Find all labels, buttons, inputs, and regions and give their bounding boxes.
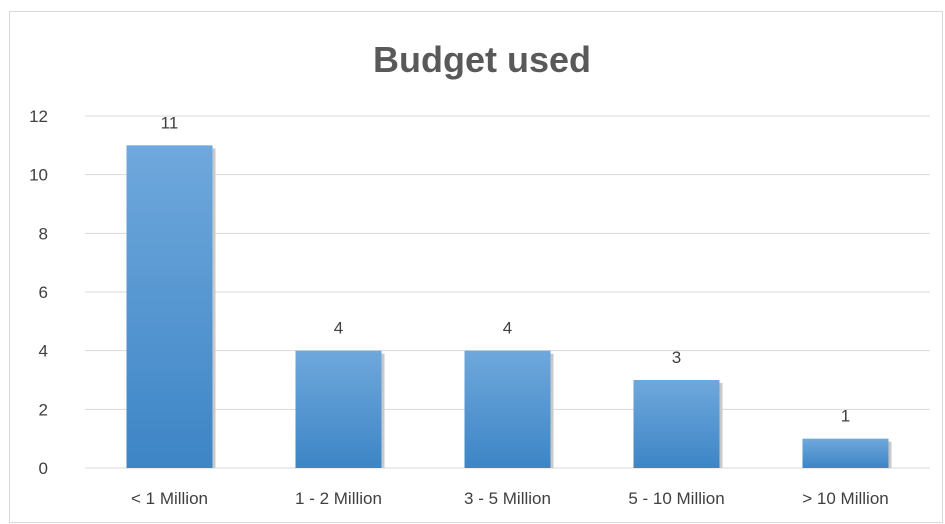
chart-title: Budget used [373,39,591,80]
bar [633,380,720,468]
y-tick-label: 2 [39,400,48,419]
bars [126,145,892,469]
y-tick-label: 8 [39,224,48,243]
bar [295,350,382,468]
x-category-label: 3 - 5 Million [464,489,551,508]
y-tick-label: 6 [39,283,48,302]
y-tick-label: 0 [39,459,48,478]
x-category-label: < 1 Million [131,489,208,508]
bar [802,438,889,468]
data-label: 3 [672,348,681,367]
data-label: 4 [334,319,343,338]
data-label: 11 [161,113,179,132]
y-tick-label: 4 [39,342,48,361]
bar [464,350,551,468]
data-label: 4 [503,319,512,338]
gridlines [85,115,930,469]
bar [126,145,213,469]
y-tick-label: 10 [29,166,48,185]
y-tick-label: 12 [29,107,48,126]
x-axis-categories: < 1 Million 1 - 2 Million 3 - 5 Million 5 -… [131,489,889,508]
data-labels: 11 4 4 3 1 [161,113,851,425]
x-category-label: 1 - 2 Million [295,489,382,508]
x-category-label: > 10 Million [802,489,888,508]
y-axis-ticks: 0 2 4 6 8 10 12 [29,107,48,478]
data-label: 1 [841,407,850,426]
x-category-label: 5 - 10 Million [628,489,724,508]
